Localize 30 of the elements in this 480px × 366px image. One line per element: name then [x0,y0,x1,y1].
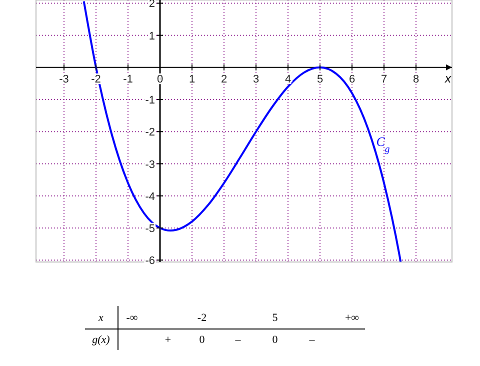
y-tick-label: -5 [145,222,155,235]
text: 0 [272,334,278,346]
text: -2 [197,312,207,324]
x-axis-title: x [444,71,452,86]
x-tick-label: -1 [123,73,133,86]
x-tick-label: 2 [220,73,228,86]
x-tick-label: 8 [412,73,420,86]
x-tick-label: 5 [316,73,324,86]
text: + [164,334,172,346]
text: g(x) [92,334,110,346]
x-tick-label: 7 [380,73,388,86]
text: 5 [272,312,278,324]
x-tick-label: 1 [188,73,196,86]
x-tick-label: 3 [252,73,260,86]
text: +∞ [344,312,360,324]
y-tick-label: -4 [145,190,155,203]
text: x [98,312,104,324]
annotation: C$_{g}$ [376,134,390,154]
y-tick-label: -6 [145,255,155,268]
y-tick-label: -3 [145,158,155,171]
text: 0 [199,334,206,346]
y-tick-label: -2 [145,126,155,139]
x-tick-label: 6 [348,73,356,86]
text: -∞ [126,312,138,324]
x-tick-label: 4 [284,73,292,86]
text: – [234,334,242,346]
x-tick-label: -3 [59,73,69,86]
y-tick-label: 1 [148,30,155,42]
y-tick-label: -1 [145,94,155,107]
text: – [308,334,316,346]
